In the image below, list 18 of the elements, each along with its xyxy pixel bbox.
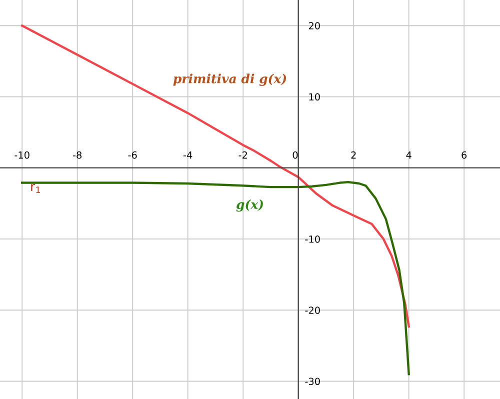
x-tick-label: 2 (351, 151, 356, 159)
series-label: primitiva di g(x) (173, 74, 286, 86)
series-label: g(x) (236, 199, 263, 212)
line-series (20, 180, 410, 376)
x-tick-label: -6 (128, 151, 137, 159)
y-tick-label: -30 (305, 378, 320, 386)
x-tick-label: 6 (462, 151, 467, 159)
x-tick-label: -2 (238, 151, 247, 159)
x-tick-label: -8 (72, 151, 82, 159)
x-tick-label: -10 (14, 151, 30, 159)
y-tick-label: -20 (305, 306, 320, 314)
y-tick-label: 10 (309, 93, 320, 101)
y-tick-label: -10 (305, 235, 320, 243)
x-tick-label: -4 (183, 151, 192, 159)
y-tick-label: 20 (308, 22, 320, 30)
x-tick-label: 0 (292, 151, 298, 159)
annotation: r$_{1}$ (31, 184, 40, 194)
x-tick-label: 4 (406, 151, 412, 159)
